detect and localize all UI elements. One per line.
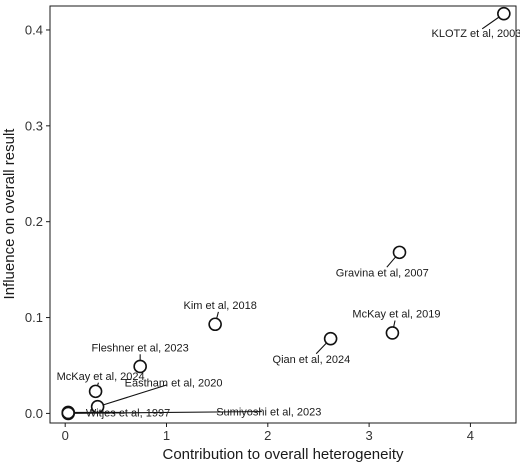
y-axis: 0.0 0.1 0.2 0.3 0.4 [25, 22, 50, 421]
x-tick-label: 3 [365, 428, 372, 443]
y-tick-label: 0.3 [25, 118, 43, 133]
x-tick-label: 4 [467, 428, 474, 443]
x-tick-label: 2 [264, 428, 271, 443]
label-connector-line [103, 384, 168, 406]
data-point-label: KLOTZ et al, 2003 [432, 28, 520, 40]
label-connector-line [315, 342, 327, 355]
y-tick-label: 0.2 [25, 214, 43, 229]
data-point-label: Gravina et al, 2007 [336, 267, 429, 279]
label-connector-line [481, 16, 500, 30]
x-axis-title: Contribution to overall heterogeneity [163, 446, 404, 463]
data-point-label: Fleshner et al, 2023 [92, 342, 189, 354]
y-tick-label: 0.1 [25, 310, 43, 325]
data-point-marker [392, 245, 407, 260]
data-point-label: Kim et al, 2018 [184, 300, 257, 312]
data-point-marker [323, 331, 338, 346]
data-point-marker [208, 317, 222, 332]
data-point-marker [385, 326, 400, 340]
data-point-label: Eastham et al, 2020 [125, 378, 223, 390]
point-labels: KLOTZ et al, 2003 Gravina et al, 2007 McKa… [57, 28, 520, 420]
data-point-label: Sumiyoshi et al, 2023 [216, 406, 321, 418]
data-point-marker [88, 384, 103, 399]
label-connector-line [386, 256, 397, 268]
label-connector-line [216, 311, 219, 319]
x-tick-label: 1 [163, 428, 170, 443]
data-point-label: Witjes et al, 1997 [86, 407, 170, 419]
data-point-label: McKay et al, 2024 [57, 371, 145, 383]
data-point-marker [90, 399, 105, 414]
x-axis: 0 1 2 3 4 [62, 423, 474, 443]
y-tick-label: 0.4 [25, 22, 43, 37]
data-points [61, 6, 511, 421]
data-point-label: Qian et al, 2024 [273, 354, 351, 366]
y-tick-label: 0.0 [25, 406, 43, 421]
y-axis-title: Influence on overall result [1, 128, 18, 300]
data-point-marker [133, 359, 147, 374]
data-point-marker [61, 406, 76, 421]
x-tick-label: 0 [62, 428, 69, 443]
data-point-marker [497, 6, 511, 21]
data-point-label: McKay et al, 2019 [352, 309, 440, 321]
label-connector-line [74, 411, 262, 414]
plot-panel [49, 5, 517, 424]
label-connector-line [393, 320, 396, 328]
